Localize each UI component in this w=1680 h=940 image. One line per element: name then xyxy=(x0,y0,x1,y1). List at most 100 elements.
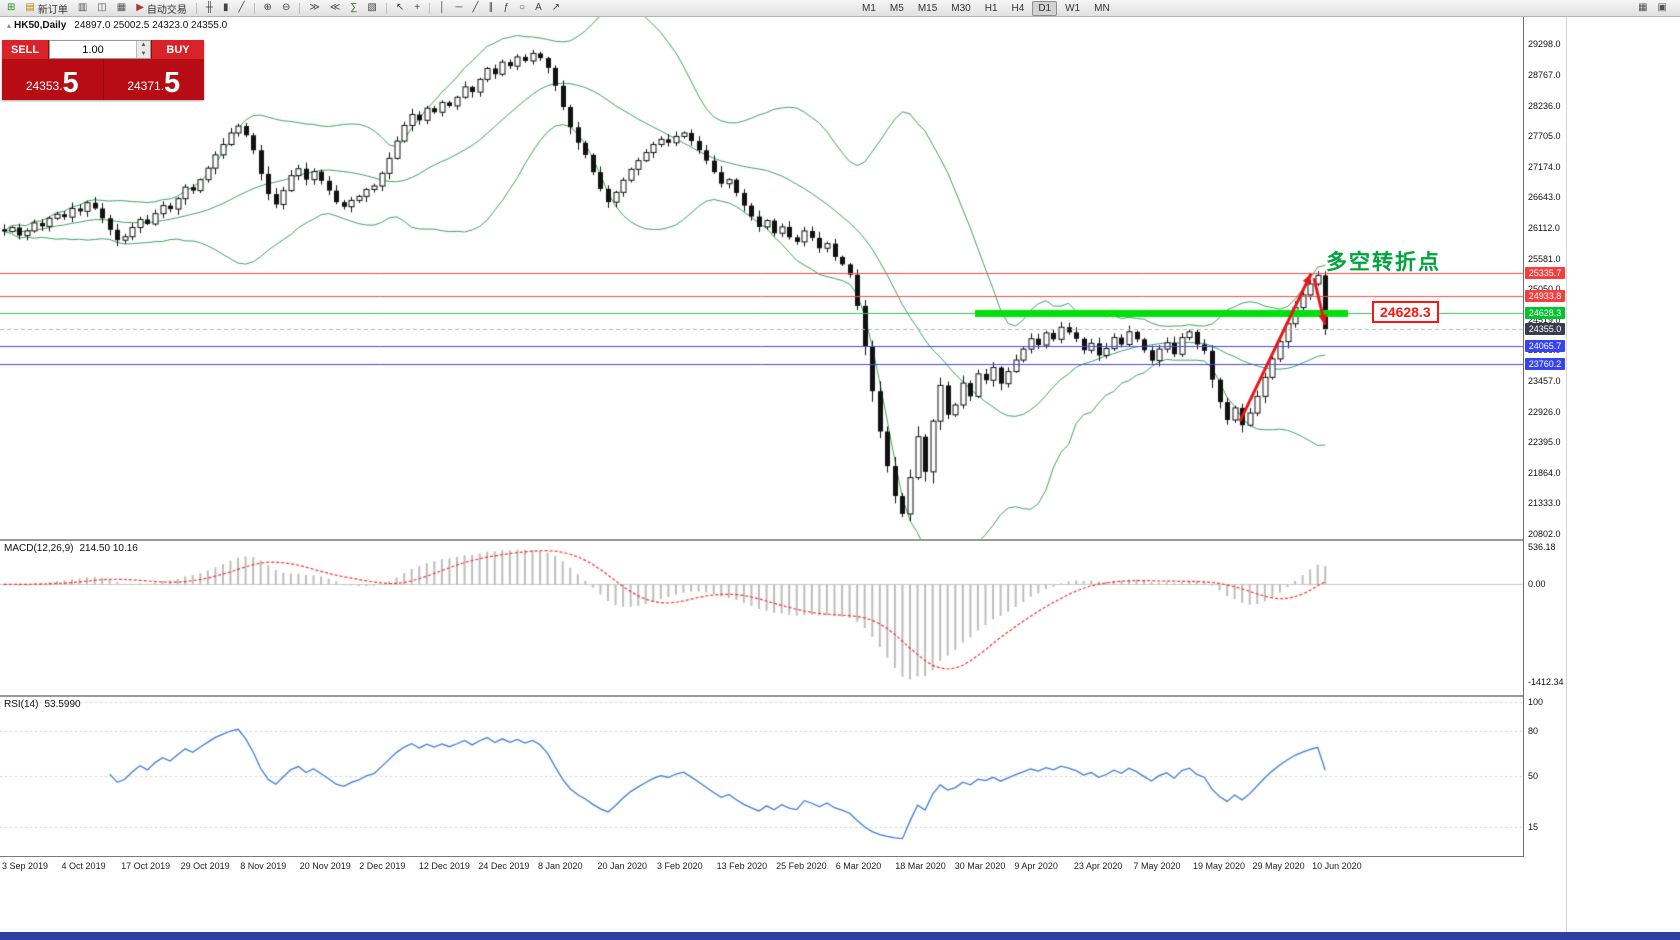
date-label: 3 Feb 2020 xyxy=(657,861,703,871)
candlestick-icon: ▮ xyxy=(223,2,229,13)
buy-price-small: 24371. xyxy=(127,79,165,93)
macd-label: MACD(12,26,9) xyxy=(4,543,74,554)
timeframe-w1[interactable]: W1 xyxy=(1065,2,1081,14)
volume-input[interactable] xyxy=(50,41,136,58)
horizontal-line-button[interactable]: ─ xyxy=(451,0,466,16)
chart-ohlc-values: 24897.0 25002.5 24323.0 24355.0 xyxy=(74,20,228,31)
date-label: 29 Oct 2019 xyxy=(180,861,230,871)
market-watch-button[interactable]: ▥ xyxy=(74,0,91,16)
toolbar-separator xyxy=(299,2,301,14)
buy-button[interactable]: BUY xyxy=(151,40,204,59)
date-label: 20 Jan 2020 xyxy=(597,861,648,871)
timeframe-h4[interactable]: H4 xyxy=(1011,2,1025,14)
zoom-in-icon: ⊕ xyxy=(263,2,272,13)
macd-canvas[interactable] xyxy=(0,541,1523,695)
channel-icon: ∥ xyxy=(488,2,494,13)
zoom-out-button[interactable]: ⊖ xyxy=(278,0,294,16)
toolbar-buttons: ⊞ ▤ 新订单 ▥ ◫ ▦ ▶ 自动交易 ╫ ▮ ╱ ⊕ ⊖ ≫ ≪ ∑ ▧ ↖ + │ ─ ╱ ∥ ƒ ○ A ↗ xyxy=(0,0,565,16)
date-label: 25 Feb 2020 xyxy=(776,861,827,871)
volume-down-icon[interactable]: ▼ xyxy=(140,50,147,57)
rsi-indicator-title: RSI(14) 53.5990 xyxy=(4,699,81,710)
trendline-button[interactable]: ╱ xyxy=(468,0,482,16)
crosshair-icon: + xyxy=(414,2,421,13)
date-label: 13 Feb 2020 xyxy=(716,861,768,871)
date-label: 2 Dec 2019 xyxy=(359,861,406,871)
rsi-tick-label: 100 xyxy=(1528,697,1544,707)
panel-separator[interactable] xyxy=(0,695,1565,697)
price-tick-label: 22926.0 xyxy=(1528,406,1561,417)
chart-shift-button[interactable]: ≪ xyxy=(326,0,344,16)
macd-tick-label: -1412.34 xyxy=(1528,677,1564,687)
date-label: 6 Mar 2020 xyxy=(835,861,882,871)
price-tick-label: 20802.0 xyxy=(1528,528,1561,539)
timeframe-m5[interactable]: M5 xyxy=(889,2,904,14)
templates-icon: ▧ xyxy=(367,2,377,13)
panel-separator[interactable] xyxy=(0,539,1565,541)
vertical-line-button[interactable]: │ xyxy=(435,0,449,16)
text-button[interactable]: A xyxy=(531,0,546,16)
tile-windows-button[interactable]: ▦ xyxy=(1634,0,1651,16)
fibonacci-icon: ƒ xyxy=(503,2,510,13)
line-chart-button[interactable]: ╱ xyxy=(235,0,249,16)
price-tag: 24355.0 xyxy=(1525,323,1565,336)
volume-box: ▲ ▼ xyxy=(49,40,151,59)
auto-scroll-button[interactable]: ≫ xyxy=(305,0,323,16)
macd-indicator-title: MACD(12,26,9) 214.50 10.16 xyxy=(4,543,138,554)
timeframe-h1[interactable]: H1 xyxy=(984,2,998,14)
navigator-button[interactable]: ▦ xyxy=(113,0,130,16)
price-tick-label: 24519.0 xyxy=(1528,314,1561,325)
auto-trading-button[interactable]: ▶ 自动交易 xyxy=(132,0,191,16)
date-label: 20 Nov 2019 xyxy=(299,861,351,871)
arrows-button[interactable]: ↗ xyxy=(548,0,564,16)
sell-button[interactable]: SELL xyxy=(2,40,49,59)
price-tick-label: 26112.0 xyxy=(1528,222,1560,233)
timeframe-d1[interactable]: D1 xyxy=(1032,0,1058,16)
auto-trading-button-label: 自动交易 xyxy=(146,4,187,16)
indicators-button[interactable]: ∑ xyxy=(346,0,361,16)
zoom-in-button[interactable]: ⊕ xyxy=(260,0,276,16)
shapes-icon: ○ xyxy=(519,2,526,13)
text-icon: A xyxy=(535,2,542,13)
window-bottom-edge xyxy=(0,932,1680,940)
price-tag: 24933.8 xyxy=(1525,289,1565,302)
volume-stepper[interactable]: ▲ ▼ xyxy=(136,41,150,58)
shapes-button[interactable]: ○ xyxy=(515,0,529,16)
vertical-line-icon: │ xyxy=(439,2,446,13)
price-tag: 24628.3 xyxy=(1525,307,1565,320)
bull-bear-turning-point-label: 多空转折点 xyxy=(1326,251,1441,274)
new-chart-button[interactable]: ⊞ xyxy=(3,0,19,16)
date-axis[interactable]: 3 Sep 2019 4 Oct 2019 17 Oct 2019 29 Oct 20… xyxy=(0,857,1523,875)
crosshair-button[interactable]: + xyxy=(410,0,424,16)
price-axis[interactable]: 29298.0 28767.0 28236.0 27705.0 27174.0 26643… xyxy=(1523,16,1566,857)
date-label: 24 Dec 2019 xyxy=(478,861,530,871)
fibonacci-button[interactable]: ƒ xyxy=(499,0,513,16)
price-chart-canvas[interactable] xyxy=(0,16,1523,539)
timeframe-buttons: M1 M5 M15 M30 H1 H4 D1 W1 MN xyxy=(855,0,1117,16)
toolbar-separator xyxy=(429,2,431,14)
chart-symbol-icon: ▴ xyxy=(7,21,12,30)
timeframe-m1[interactable]: M1 xyxy=(862,2,876,14)
toolbar-right-buttons: ▦ ▣ xyxy=(1633,1,1672,15)
sell-price-button[interactable]: 24353. 5 xyxy=(2,59,103,100)
cascade-windows-button[interactable]: ▣ xyxy=(1654,0,1671,16)
bar-chart-button[interactable]: ╫ xyxy=(202,0,217,16)
channel-button[interactable]: ∥ xyxy=(484,0,497,16)
new-order-button[interactable]: ▤ 新订单 xyxy=(21,0,71,16)
toolbar-separator xyxy=(253,2,255,14)
templates-button[interactable]: ▧ xyxy=(363,0,380,16)
cascade-windows-icon: ▣ xyxy=(1657,2,1667,13)
buy-price-button[interactable]: 24371. 5 xyxy=(103,59,204,100)
timeframe-m15[interactable]: M15 xyxy=(917,2,938,14)
candlestick-button[interactable]: ▮ xyxy=(219,0,233,16)
timeframe-mn[interactable]: MN xyxy=(1094,2,1110,14)
price-tick-label: 27174.0 xyxy=(1528,161,1561,172)
market-watch-icon: ▥ xyxy=(77,2,88,13)
rsi-canvas[interactable] xyxy=(0,697,1523,856)
volume-up-icon[interactable]: ▲ xyxy=(140,42,147,48)
data-window-button[interactable]: ◫ xyxy=(93,0,110,16)
cursor-button[interactable]: ↖ xyxy=(392,0,408,16)
price-tick-label: 29298.0 xyxy=(1528,39,1561,50)
horizontal-line-icon: ─ xyxy=(455,2,463,13)
toolbar-separator xyxy=(195,2,197,14)
timeframe-m30[interactable]: M30 xyxy=(951,2,971,14)
